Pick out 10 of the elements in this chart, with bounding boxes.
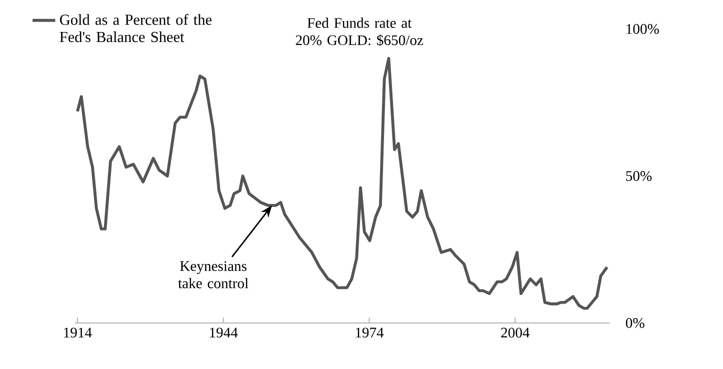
- annotation: Fed Funds rate at 20% GOLD: $650/oz: [296, 18, 424, 46]
- x-tick-label: 1914: [64, 328, 92, 338]
- x-tick-label: 1944: [210, 328, 238, 338]
- x-tick-label: 2004: [501, 328, 530, 338]
- y-tick-label: 0%: [626, 318, 644, 328]
- x-tick-label: 1974: [356, 328, 384, 338]
- legend-label: Gold as a Percent of the Fed's Balance Sheet: [60, 14, 212, 42]
- annotation: Keynesians take control: [178, 261, 248, 288]
- y-tick-label: 50%: [626, 171, 652, 181]
- y-tick-label: 100%: [626, 24, 659, 34]
